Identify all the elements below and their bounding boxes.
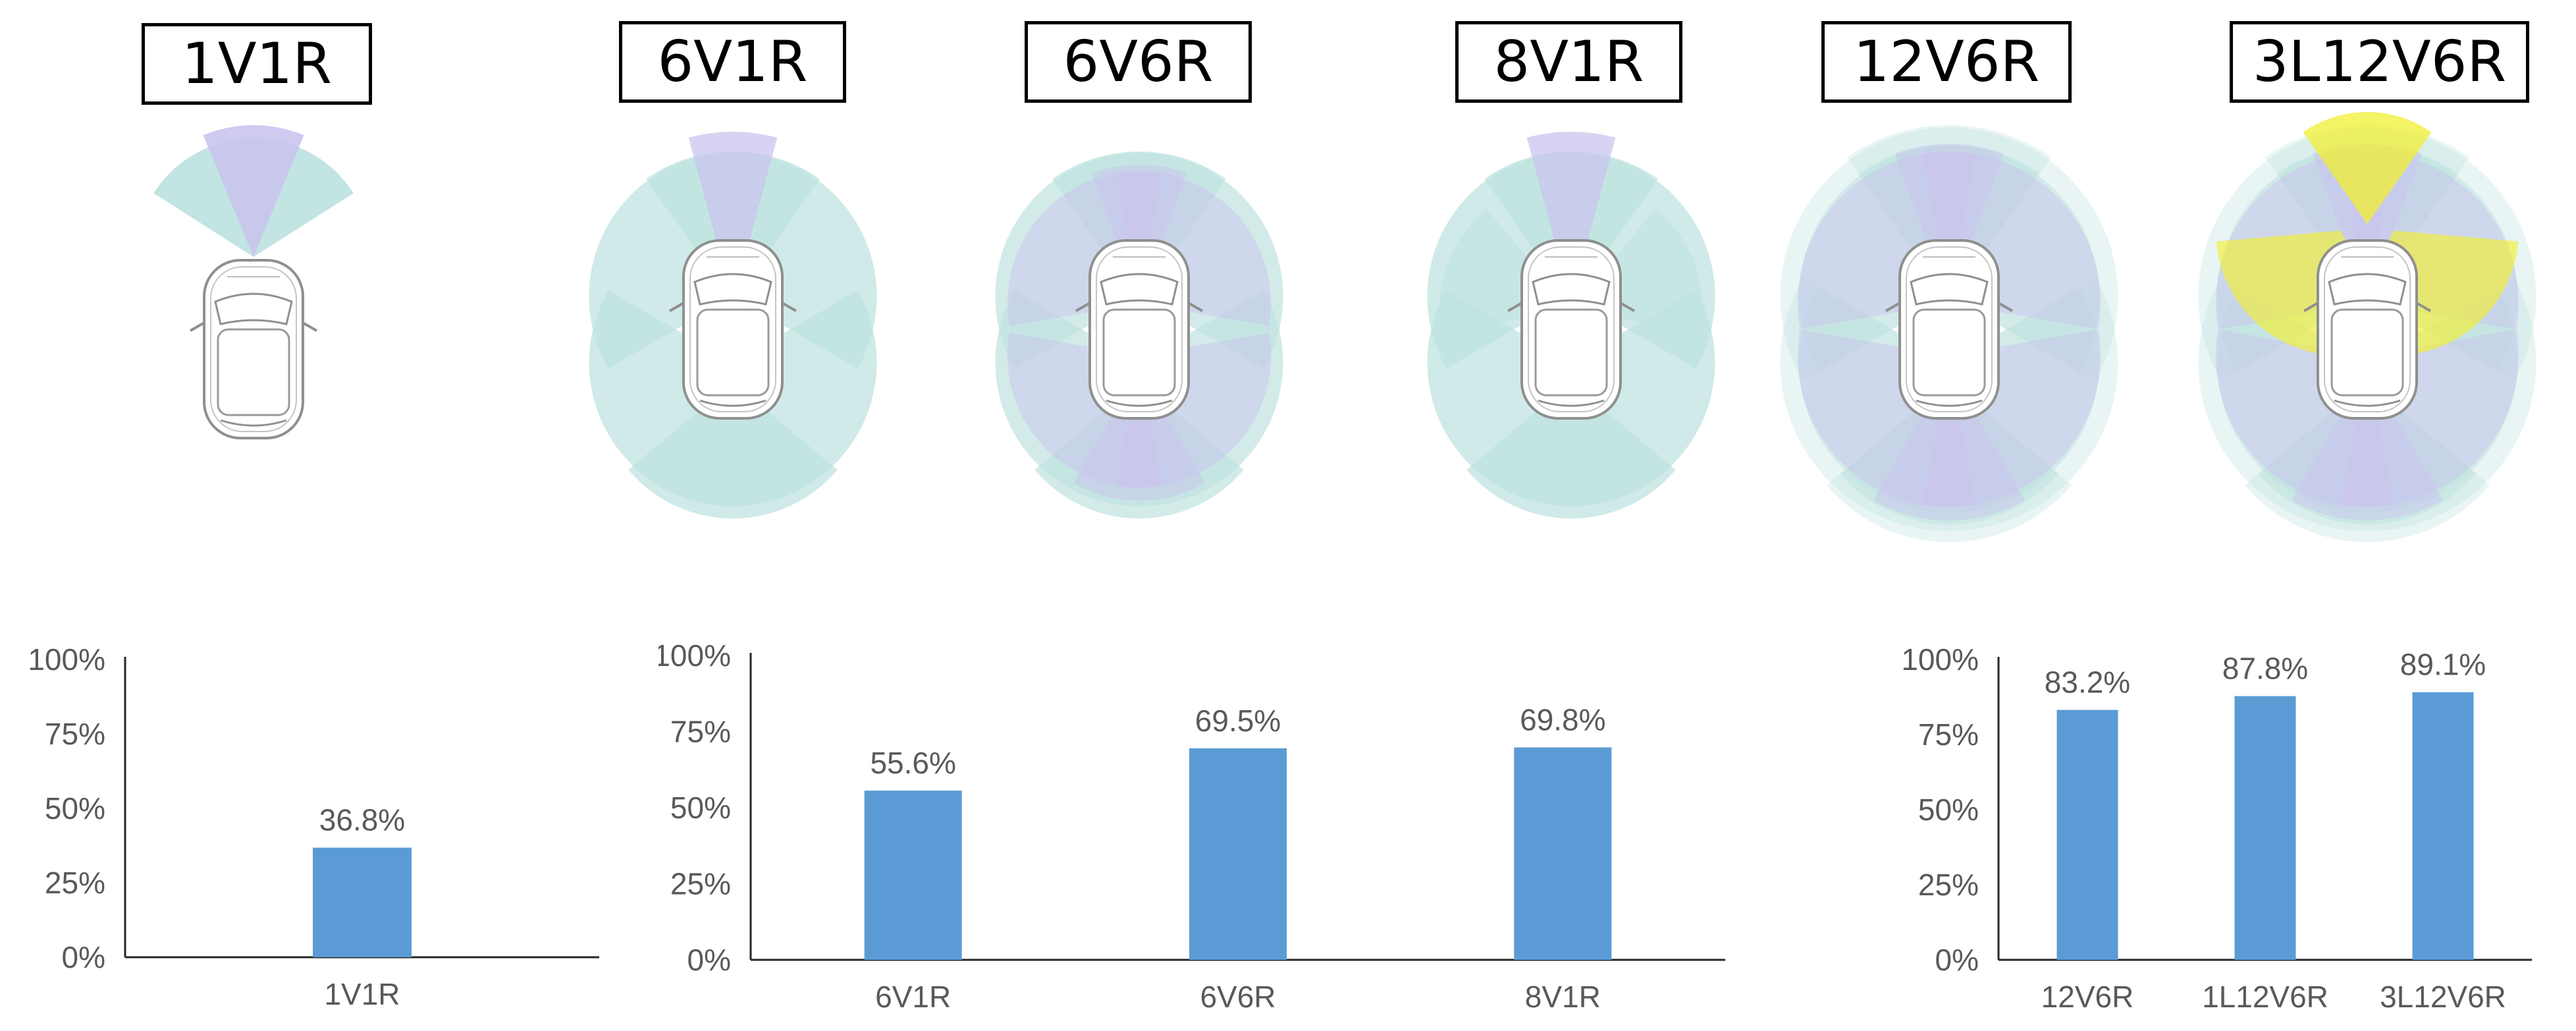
data-label-6v6r: 69.5% <box>1195 704 1281 738</box>
data-label-1v1r: 36.8% <box>319 803 405 837</box>
vehicle-outline <box>668 239 797 420</box>
config-label-12v6r: 12V6R <box>1821 21 2072 103</box>
bar-8v1r <box>1514 747 1612 960</box>
x-tick-label-1v1r: 1V1R <box>324 977 400 1011</box>
radar-fov-front <box>1526 132 1616 303</box>
bar-1v1r <box>313 847 412 957</box>
coverage-diagram-4 <box>1427 132 1715 519</box>
y-tick-label: 25% <box>45 866 105 900</box>
camera-fov-rear <box>628 382 838 519</box>
y-tick-label: 50% <box>1918 793 1979 827</box>
vehicle-outline <box>189 259 318 439</box>
y-tick-label: 25% <box>1918 868 1979 902</box>
data-label-12v6r: 83.2% <box>2045 665 2130 700</box>
y-tick-label: 50% <box>45 791 105 825</box>
y-tick-label: 100% <box>1901 642 1979 677</box>
y-tick-label: 75% <box>670 715 731 749</box>
bar-chart-1: 0% 25% 50% 75% 100% 36.8% 1V1R <box>28 642 599 1011</box>
vehicle-outline <box>1075 239 1204 420</box>
config-label-6v1r: 6V1R <box>619 21 846 103</box>
radar-fov-rear <box>1873 369 2025 521</box>
sensor-coverage-diagrams <box>153 111 2536 542</box>
x-tick-label-12v6r: 12V6R <box>2041 980 2134 1014</box>
coverage-diagram-6 <box>2198 111 2536 542</box>
vehicle-outline <box>1507 239 1636 420</box>
x-tick-label-8v1r: 8V1R <box>1525 980 1601 1014</box>
bar-6v1r <box>864 791 962 960</box>
y-tick-label: 25% <box>670 867 731 901</box>
coverage-diagram-5 <box>1780 125 2118 542</box>
bar-chart-3: 0% 25% 50% 75% 100% 83.2% 12V6R 87.8% 1L12V6R 89.… <box>1901 642 2532 1014</box>
config-label-3l12v6r: 3L12V6R <box>2230 21 2529 103</box>
coverage-diagram-1 <box>153 125 354 439</box>
radar-fov-rear <box>1073 369 1205 501</box>
config-label-1v1r: 1V1R <box>142 23 372 105</box>
bar-1l12v6r <box>2234 696 2296 960</box>
x-tick-label-6v6r: 6V6R <box>1200 980 1275 1014</box>
y-tick-label: 0% <box>687 943 731 977</box>
data-label-1l12v6r: 87.8% <box>2222 652 2308 686</box>
coverage-diagram-2 <box>589 132 877 519</box>
lidar-fov-front <box>2303 111 2432 224</box>
x-tick-label-3l12v6r: 3L12V6R <box>2380 980 2506 1014</box>
y-tick-label: 100% <box>28 642 105 677</box>
data-label-3l12v6r: 89.1% <box>2400 648 2486 682</box>
y-tick-label: 0% <box>62 940 105 974</box>
x-tick-label-6v1r: 6V1R <box>875 980 951 1014</box>
y-tick-label: 50% <box>670 791 731 825</box>
y-tick-label: 100% <box>658 638 731 673</box>
radar-fov-front <box>688 132 778 303</box>
y-tick-label: 75% <box>45 717 105 751</box>
config-label-6v6r: 6V6R <box>1025 21 1252 103</box>
coverage-diagram-3 <box>995 152 1283 519</box>
y-tick-label: 75% <box>1918 717 1979 752</box>
vehicle-outline <box>2303 239 2432 420</box>
bar-3l12v6r <box>2412 692 2474 960</box>
data-label-6v1r: 55.6% <box>870 746 955 780</box>
data-label-8v1r: 69.8% <box>1520 703 1605 737</box>
radar-fov-front <box>203 125 304 257</box>
bar-12v6r <box>2056 710 2118 960</box>
y-tick-label: 0% <box>1935 943 1979 977</box>
camera-fov-rear <box>1466 382 1676 519</box>
vehicle-outline <box>1885 239 2014 420</box>
x-tick-label-1l12v6r: 1L12V6R <box>2202 980 2328 1014</box>
bar-6v6r <box>1189 748 1287 960</box>
config-label-8v1r: 8V1R <box>1455 21 1682 103</box>
bar-chart-2: 0% 25% 50% 75% 100% 55.6% 6V1R 69.5% 6V6R 69.8% 8V… <box>658 638 1725 1014</box>
radar-fov-rear <box>2292 369 2443 521</box>
